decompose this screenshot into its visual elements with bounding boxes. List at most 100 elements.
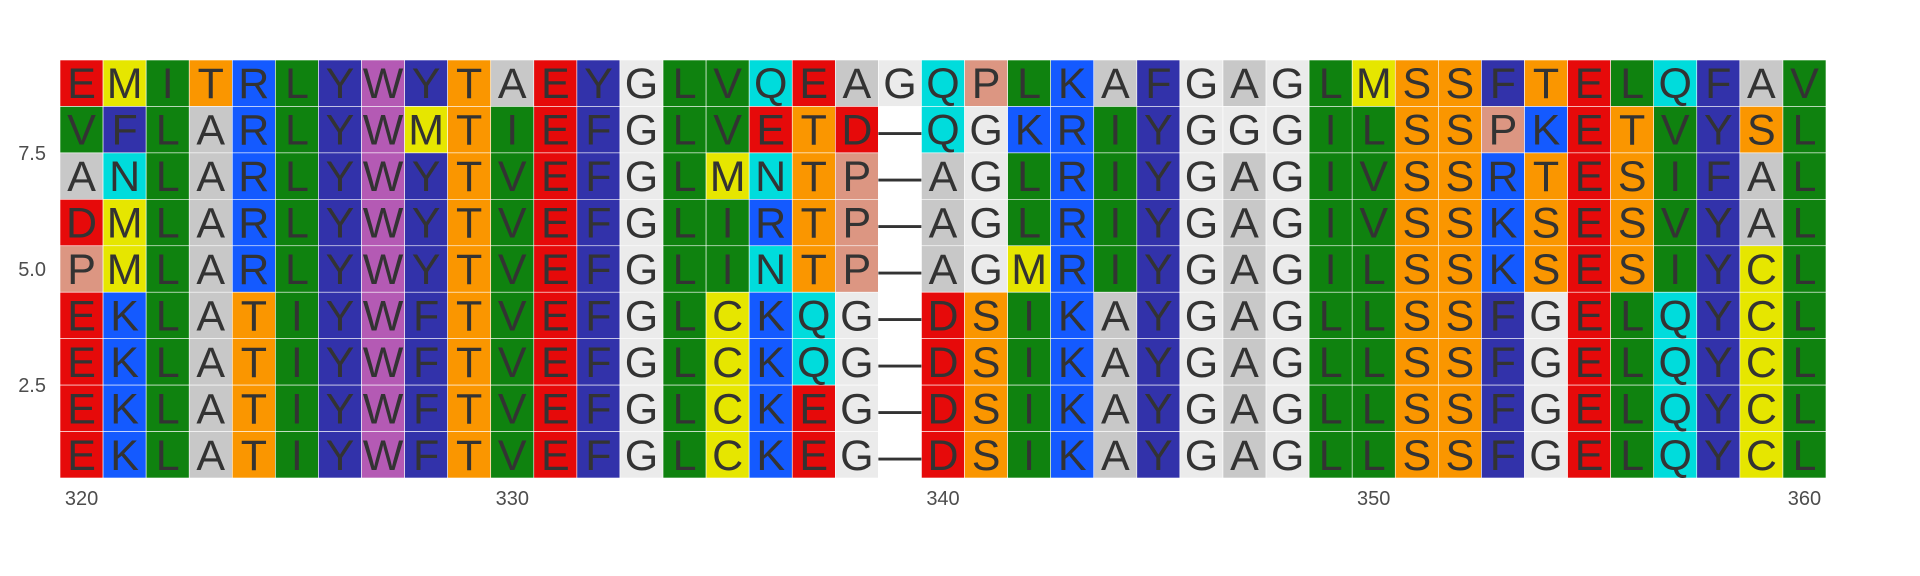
residue-letter: I <box>291 385 303 433</box>
residue-letter: T <box>801 153 827 201</box>
residue-letter: I <box>1023 432 1035 480</box>
residue-letter: L <box>1620 432 1644 480</box>
residue-letter: E <box>541 385 570 433</box>
residue-cell <box>231 431 276 479</box>
residue-letter: D <box>927 385 958 433</box>
residue-cell <box>662 106 707 154</box>
residue-letter: F <box>585 107 611 155</box>
residue-letter: S <box>1446 432 1475 480</box>
residue-letter: R <box>1057 153 1088 201</box>
residue-cell <box>921 245 965 293</box>
residue-letter: I <box>1669 153 1681 201</box>
residue-letter: A <box>196 339 225 387</box>
residue-cell <box>1222 152 1267 200</box>
residue-letter: F <box>1490 60 1516 108</box>
residue-cell <box>361 384 405 432</box>
residue-cell <box>1136 338 1181 386</box>
residue-letter: K <box>110 385 139 433</box>
residue-cell <box>145 384 190 432</box>
residue-letter: L <box>285 200 309 248</box>
residue-letter: Y <box>1704 200 1733 248</box>
residue-cell <box>490 152 535 200</box>
residue-cell <box>1222 431 1267 479</box>
residue-cell <box>964 384 1008 432</box>
gap-symbol: — <box>878 200 921 248</box>
residue-cell <box>748 431 793 479</box>
residue-letter: G <box>625 432 658 480</box>
residue-letter: I <box>291 292 303 340</box>
residue-letter: F <box>413 292 439 340</box>
residue-letter: S <box>1618 153 1647 201</box>
residue-cell <box>705 106 750 154</box>
residue-letter: S <box>1747 107 1776 155</box>
residue-letter: G <box>625 107 658 155</box>
residue-letter: G <box>840 292 873 340</box>
residue-letter: G <box>625 60 658 108</box>
residue-letter: Y <box>1144 339 1173 387</box>
residue-letter: L <box>1319 432 1343 480</box>
residue-letter: C <box>712 432 743 480</box>
residue-letter: A <box>843 60 872 108</box>
residue-letter: E <box>541 432 570 480</box>
residue-letter: G <box>1529 432 1562 480</box>
residue-letter: V <box>498 200 527 248</box>
residue-letter: A <box>1230 385 1259 433</box>
residue-letter: F <box>585 339 611 387</box>
residue-letter: L <box>1620 60 1644 108</box>
residue-letter: S <box>972 339 1001 387</box>
residue-cell <box>1481 291 1525 339</box>
residue-letter: L <box>1793 246 1817 294</box>
residue-cell <box>1007 384 1051 432</box>
residue-letter: E <box>67 385 96 433</box>
residue-letter: E <box>541 339 570 387</box>
residue-letter: G <box>1271 153 1304 201</box>
residue-cell <box>490 199 535 247</box>
residue-cell <box>1394 291 1439 339</box>
residue-cell <box>533 106 578 154</box>
residue-letter: T <box>241 432 267 480</box>
residue-cell <box>1653 152 1698 200</box>
residue-letter: A <box>196 246 225 294</box>
gap-symbol: — <box>878 385 921 433</box>
residue-cell <box>921 291 965 339</box>
residue-cell <box>1696 338 1741 386</box>
residue-cell <box>1394 106 1439 154</box>
residue-cell <box>102 384 147 432</box>
residue-letter: L <box>1793 153 1817 201</box>
residue-letter: L <box>156 432 180 480</box>
residue-letter: E <box>67 432 96 480</box>
residue-letter: W <box>363 60 404 108</box>
residue-cell <box>1179 431 1224 479</box>
residue-cell <box>404 245 448 293</box>
residue-cell <box>1136 384 1181 432</box>
residue-letter: W <box>363 200 404 248</box>
residue-letter: C <box>1746 339 1777 387</box>
residue-cell <box>447 59 492 107</box>
residue-cell <box>1136 152 1181 200</box>
residue-cell <box>1394 431 1439 479</box>
residue-letter: V <box>1661 200 1690 248</box>
residue-cell <box>1136 291 1181 339</box>
residue-letter: E <box>1575 107 1604 155</box>
residue-letter: L <box>285 107 309 155</box>
residue-letter: E <box>799 60 828 108</box>
residue-cell <box>1782 245 1827 293</box>
residue-cell <box>404 152 448 200</box>
residue-letter: L <box>156 153 180 201</box>
residue-letter: V <box>713 60 742 108</box>
residue-cell <box>59 152 104 200</box>
residue-letter: A <box>1747 200 1776 248</box>
residue-cell <box>59 245 104 293</box>
residue-cell <box>318 199 362 247</box>
residue-letter: Y <box>412 200 441 248</box>
residue-letter: A <box>1230 292 1259 340</box>
residue-letter: K <box>756 339 785 387</box>
residue-cell <box>1438 59 1482 107</box>
residue-cell <box>921 59 965 107</box>
residue-letter: G <box>1271 432 1304 480</box>
residue-cell <box>1610 384 1655 432</box>
residue-cell <box>275 199 319 247</box>
residue-letter: G <box>1185 385 1218 433</box>
residue-cell <box>1524 338 1568 386</box>
residue-cell <box>231 384 276 432</box>
